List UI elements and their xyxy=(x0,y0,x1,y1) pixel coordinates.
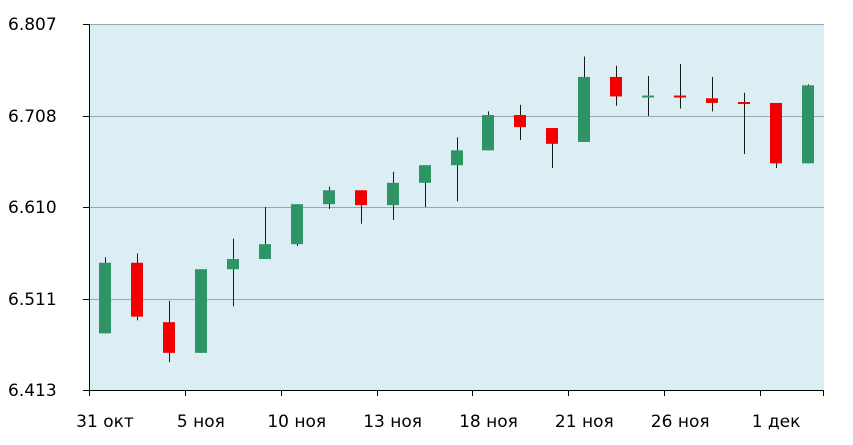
candle-body-up xyxy=(642,95,654,98)
candle-20 xyxy=(738,92,750,155)
x-tick-label: 21 ноя xyxy=(555,412,614,432)
x-tick-label: 5 ноя xyxy=(177,412,225,432)
candle-body-up xyxy=(323,190,335,205)
x-tick-label: 31 окт xyxy=(76,412,134,432)
candle-5 xyxy=(259,207,271,260)
candle-8 xyxy=(355,190,367,224)
candle-1 xyxy=(131,253,143,321)
candle-15 xyxy=(578,56,590,142)
x-tick-label: 26 ноя xyxy=(651,412,710,432)
candle-22 xyxy=(802,84,814,164)
y-tick-label: 6.413 xyxy=(8,381,57,401)
candle-body-up xyxy=(419,165,431,183)
candle-body-down xyxy=(738,102,750,105)
candle-body-up xyxy=(99,262,111,334)
candle-6 xyxy=(291,204,303,247)
candle-body-up xyxy=(387,182,399,206)
candle-body-down xyxy=(770,102,782,164)
candle-2 xyxy=(163,300,175,363)
y-tick-label: 6.511 xyxy=(8,290,57,310)
candle-4 xyxy=(227,238,239,307)
candle-body-down xyxy=(131,262,143,317)
candle-11 xyxy=(451,137,463,202)
candle-body-up xyxy=(227,259,239,270)
y-tick-label: 6.610 xyxy=(8,198,57,218)
candle-body-up xyxy=(802,85,814,164)
candle-body-down xyxy=(706,98,718,103)
candle-9 xyxy=(387,171,399,221)
x-axis-tick-labels: 31 окт 5 ноя 10 ноя 13 ноя 18 ноя 21 ноя 26 но… xyxy=(76,412,800,432)
candle-3 xyxy=(195,269,207,353)
axes xyxy=(83,24,824,396)
candle-body-down xyxy=(674,95,686,98)
candle-16 xyxy=(610,65,622,106)
gridlines xyxy=(89,24,824,300)
y-tick-label: 6.708 xyxy=(8,107,57,127)
y-axis-tick-labels: 6.807 6.708 6.610 6.511 6.413 xyxy=(8,15,57,401)
candle-18 xyxy=(674,63,686,109)
candle-body-up xyxy=(291,204,303,245)
x-tick-label: 13 ноя xyxy=(363,412,422,432)
candle-14 xyxy=(546,128,558,168)
candle-10 xyxy=(419,165,431,207)
x-tick-label: 1 дек xyxy=(752,412,801,432)
y-tick-label: 6.807 xyxy=(8,15,57,35)
candle-17 xyxy=(642,76,654,116)
candle-body-down xyxy=(610,76,622,97)
candle-12 xyxy=(482,111,494,151)
candle-body-down xyxy=(355,190,367,206)
candle-body-down xyxy=(546,128,558,144)
candle-body-up xyxy=(259,244,271,260)
candles xyxy=(99,56,814,363)
candle-0 xyxy=(99,257,111,334)
candle-body-down xyxy=(163,322,175,353)
candle-19 xyxy=(706,76,718,112)
candle-body-up xyxy=(482,115,494,151)
candle-body-down xyxy=(514,115,526,128)
x-tick-label: 10 ноя xyxy=(267,412,326,432)
candle-body-up xyxy=(451,150,463,166)
x-tick-label: 18 ноя xyxy=(459,412,518,432)
candle-body-up xyxy=(578,76,590,142)
candle-7 xyxy=(323,186,335,209)
candle-body-up xyxy=(195,269,207,353)
candle-21 xyxy=(770,102,782,168)
candle-13 xyxy=(514,104,526,141)
